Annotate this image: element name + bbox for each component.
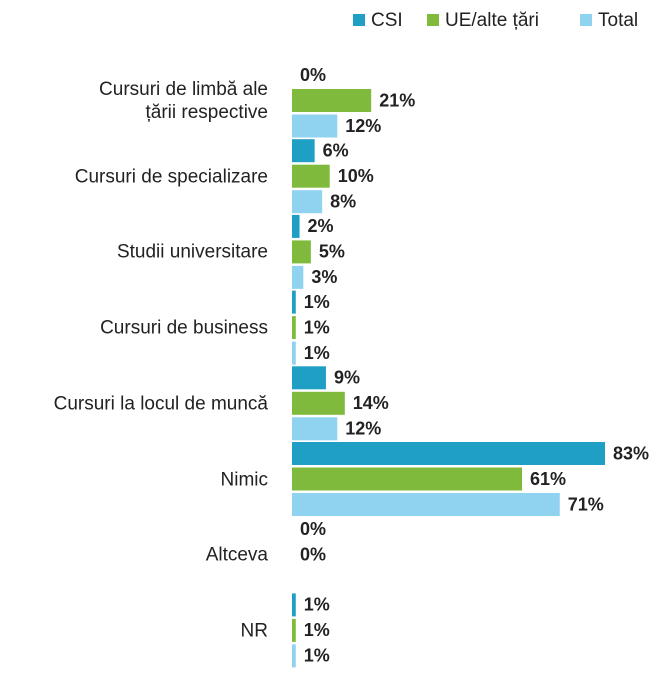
value-label: 8% bbox=[330, 191, 356, 211]
category-label: Cursuri de business bbox=[100, 317, 268, 339]
bar bbox=[292, 265, 304, 289]
value-label: 1% bbox=[304, 646, 330, 666]
value-label: 1% bbox=[304, 595, 330, 615]
value-label: 5% bbox=[319, 242, 345, 262]
value-label: 1% bbox=[304, 317, 330, 337]
bar bbox=[292, 467, 523, 491]
value-label: 12% bbox=[345, 419, 381, 439]
bar bbox=[292, 341, 296, 365]
category-label: Cursuri de limbă ale țării respective bbox=[99, 79, 268, 123]
category-label: Nimic bbox=[220, 469, 269, 490]
value-label: 1% bbox=[304, 620, 330, 640]
legend-label: Total bbox=[598, 10, 638, 31]
value-label: 2% bbox=[308, 216, 334, 236]
bar bbox=[292, 290, 296, 314]
value-label: 71% bbox=[568, 494, 604, 514]
value-label: 61% bbox=[530, 469, 566, 489]
bar bbox=[292, 114, 338, 138]
value-label: 0% bbox=[300, 544, 326, 564]
bar bbox=[292, 190, 323, 214]
legend-label: CSI bbox=[371, 10, 403, 31]
bar bbox=[292, 214, 300, 238]
bar bbox=[292, 417, 338, 441]
bar bbox=[292, 442, 605, 465]
bar bbox=[292, 644, 296, 668]
category-label: Cursuri la locul de muncă bbox=[53, 393, 268, 415]
value-label: 1% bbox=[304, 292, 330, 312]
value-label: 10% bbox=[338, 166, 374, 186]
value-label: 14% bbox=[353, 393, 389, 413]
value-label: 0% bbox=[300, 519, 326, 539]
bar bbox=[292, 316, 296, 340]
bar bbox=[292, 164, 330, 188]
bar bbox=[292, 618, 296, 642]
category-label: Altceva bbox=[205, 544, 268, 566]
category-label: NR bbox=[240, 620, 268, 642]
legend-swatch bbox=[353, 14, 365, 26]
category-label: Studii universitare bbox=[116, 241, 268, 263]
legend-swatch bbox=[580, 14, 592, 26]
value-label: 1% bbox=[304, 343, 330, 363]
value-label: 12% bbox=[345, 116, 381, 136]
bar bbox=[292, 493, 560, 516]
value-label: 0% bbox=[300, 65, 326, 85]
category-label: Cursuri de specializare bbox=[74, 166, 268, 188]
bar bbox=[292, 139, 315, 163]
value-label: 9% bbox=[334, 368, 360, 388]
legend-label: UE/alte țări bbox=[445, 10, 539, 31]
value-label: 6% bbox=[323, 140, 349, 160]
bar bbox=[292, 240, 311, 264]
value-label: 83% bbox=[613, 443, 649, 463]
value-label: 21% bbox=[379, 90, 415, 110]
value-label: 3% bbox=[311, 267, 337, 287]
legend-swatch bbox=[427, 14, 439, 26]
bar bbox=[292, 89, 372, 112]
bar bbox=[292, 593, 296, 617]
bar bbox=[292, 366, 326, 390]
bar bbox=[292, 391, 345, 415]
